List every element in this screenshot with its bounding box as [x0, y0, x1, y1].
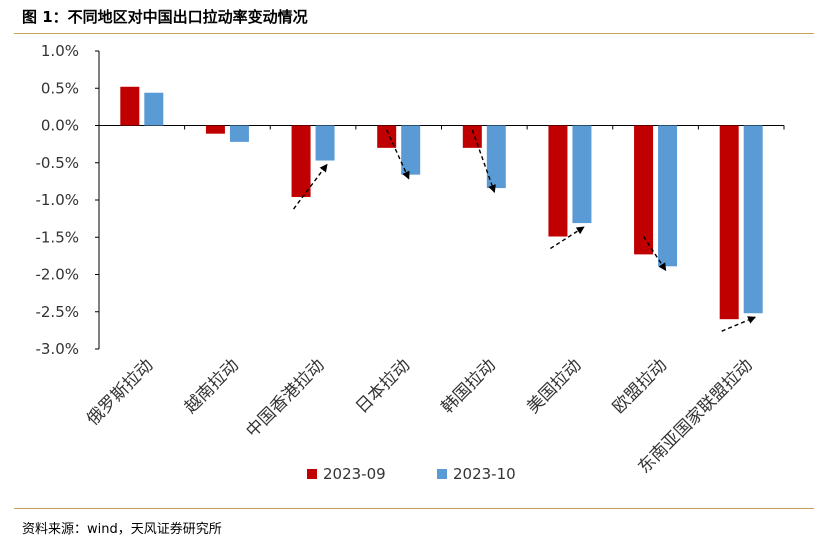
- change-arrow: [386, 129, 410, 180]
- category-label: 越南拉动: [181, 355, 243, 417]
- category-label: 美国拉动: [523, 355, 585, 417]
- top-divider: [14, 33, 814, 34]
- legend-swatch-2023-09: [307, 469, 317, 479]
- category-label: 欧盟拉动: [609, 355, 671, 417]
- bar-2023-09-4: [377, 125, 397, 148]
- category-label: 日本拉动: [352, 355, 414, 417]
- category-label: 中国香港拉动: [242, 355, 328, 441]
- bar-2023-10-5: [486, 125, 506, 189]
- bar-2023-09-2: [205, 125, 225, 134]
- bottom-divider: [14, 508, 814, 509]
- y-tick-label: 0.5%: [41, 79, 79, 97]
- y-tick-label: 1.0%: [41, 42, 79, 60]
- y-tick-label: -1.0%: [35, 191, 79, 209]
- y-tick-label: -1.5%: [35, 228, 79, 246]
- y-tick-label: -3.0%: [35, 340, 79, 358]
- bar-chart: 1.0% 0.5% 0.0% -0.5% -1.0% -1.5% -2.0% -2.5% -3.…: [35, 42, 785, 483]
- change-arrow: [721, 316, 757, 332]
- y-tick-label: -2.5%: [35, 303, 79, 321]
- change-arrow: [293, 163, 328, 210]
- bar-2023-10-1: [144, 92, 164, 126]
- bar-2023-09-3: [291, 125, 311, 198]
- bar-2023-09-8: [719, 125, 739, 320]
- legend-label: 2023-10: [453, 465, 516, 483]
- bar-2023-10-3: [315, 125, 335, 161]
- bar-2023-09-7: [634, 125, 654, 255]
- bar-2023-10-6: [572, 125, 592, 224]
- category-label: 俄罗斯拉动: [83, 355, 157, 429]
- bar-2023-09-5: [462, 125, 482, 148]
- y-tick-label: -2.0%: [35, 266, 79, 284]
- bar-2023-09-6: [548, 125, 568, 237]
- y-tick-label: 0.0%: [41, 117, 79, 135]
- legend-label: 2023-09: [323, 465, 386, 483]
- legend-swatch-2023-10: [437, 469, 447, 479]
- chart-title: 图 1：不同地区对中国出口拉动率变动情况: [22, 8, 308, 26]
- source-note: 资料来源：wind，天风证券研究所: [22, 522, 222, 537]
- y-tick-label: -0.5%: [35, 154, 79, 172]
- bar-2023-10-7: [658, 125, 678, 267]
- bar-2023-09-1: [120, 86, 140, 126]
- bar-2023-10-4: [401, 125, 421, 175]
- category-label: 韩国拉动: [438, 355, 500, 417]
- bar-2023-10-8: [743, 125, 763, 314]
- bar-2023-10-2: [229, 125, 249, 142]
